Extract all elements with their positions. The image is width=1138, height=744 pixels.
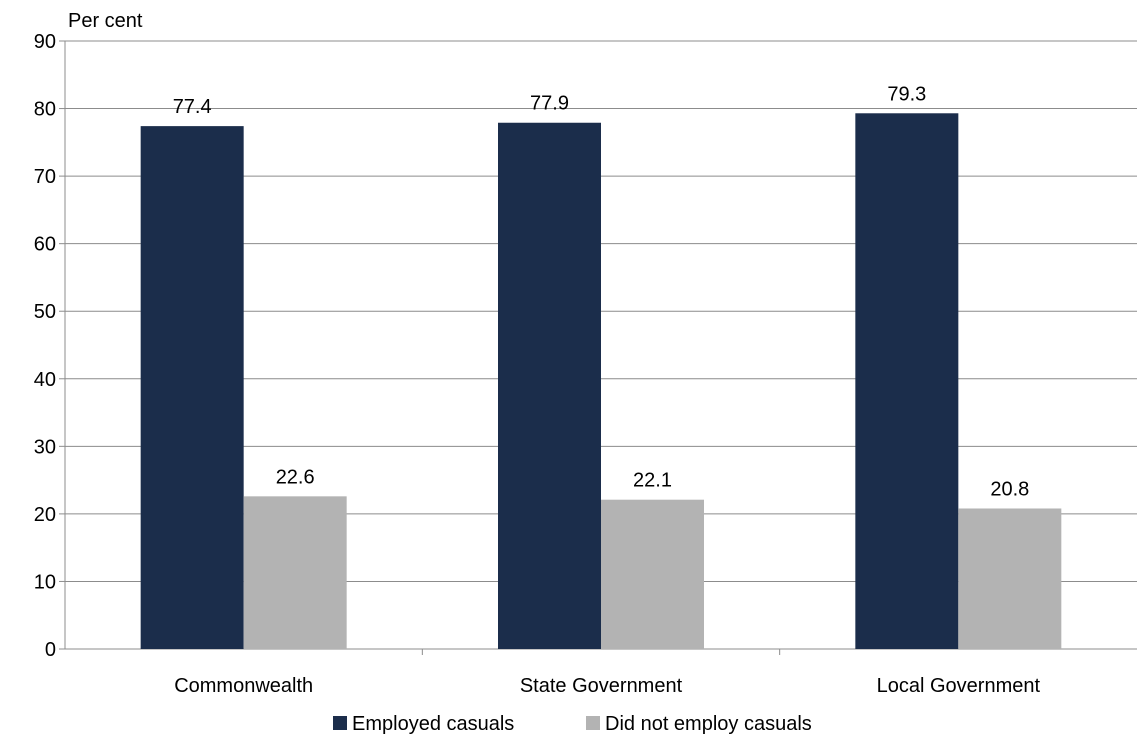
legend: Employed casuals Did not employ casuals [333, 713, 812, 735]
legend-swatch-not-employed [586, 716, 600, 730]
data-label-not-employed-0: 22.6 [276, 466, 315, 488]
y-tick-label-0: 0 [45, 639, 56, 661]
data-label-employed-0: 77.4 [173, 96, 212, 118]
axes: 0 10 20 30 40 50 60 70 80 90 Commonwealth State Gov… [34, 31, 1137, 697]
bar-employed-0 [140, 126, 244, 650]
legend-swatch-employed [333, 716, 347, 730]
data-label-not-employed-2: 20.8 [990, 478, 1029, 500]
legend-label-employed: Employed casuals [352, 713, 514, 735]
data-label-not-employed-1: 22.1 [633, 470, 672, 492]
y-axis-title: Per cent [68, 10, 143, 32]
y-tick-label-30: 30 [34, 436, 56, 458]
y-tick-label-60: 60 [34, 234, 56, 256]
bar-employed-1 [498, 122, 601, 649]
x-category-label-2: Local Government [877, 675, 1041, 697]
bars [140, 113, 1062, 650]
data-labels: 77.4 22.6 77.9 22.1 79.3 20.8 [173, 83, 1030, 500]
bar-not-employed-2 [958, 508, 1062, 649]
x-category-label-0: Commonwealth [174, 675, 313, 697]
x-category-label-1: State Government [520, 675, 683, 697]
y-tick-label-90: 90 [34, 31, 56, 53]
y-tick-label-10: 10 [34, 571, 56, 593]
y-tick-label-50: 50 [34, 301, 56, 323]
bar-employed-2 [855, 113, 959, 650]
y-tick-label-40: 40 [34, 369, 56, 391]
y-tick-label-20: 20 [34, 504, 56, 526]
bar-not-employed-1 [601, 499, 704, 649]
y-tick-label-80: 80 [34, 99, 56, 121]
data-label-employed-1: 77.9 [530, 93, 569, 115]
y-tick-label-70: 70 [34, 166, 56, 188]
legend-label-not-employed: Did not employ casuals [605, 713, 812, 735]
data-label-employed-2: 79.3 [887, 83, 926, 105]
bar-not-employed-0 [243, 496, 347, 649]
